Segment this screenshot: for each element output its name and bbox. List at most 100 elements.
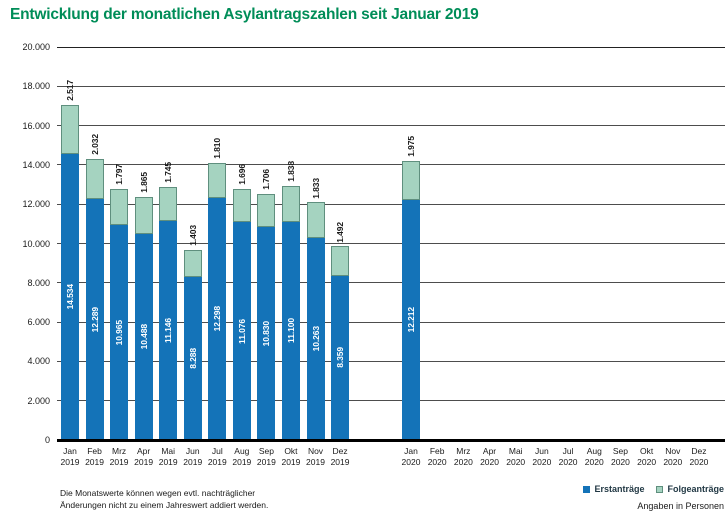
x-label-year: 2020 [480, 457, 499, 468]
x-label-dez-2020: Dez 2020 [682, 446, 716, 468]
bar-erstantraege-apr-2019 [134, 233, 153, 440]
x-label-year: 2020 [453, 457, 473, 468]
x-label-year: 2019 [109, 457, 129, 468]
gridline-16.000 [57, 125, 725, 127]
footnote-line-2: Änderungen nicht zu einem Jahreswert add… [60, 499, 269, 510]
gridline-6.000 [57, 321, 725, 323]
bar-value-folgeantraege-nov-2019: 1.833 [307, 178, 325, 199]
x-label-year: 2020 [637, 457, 657, 468]
bar-total-label: 1.706 [261, 168, 272, 190]
bar-folgeantraege-jun-2019 [183, 249, 202, 278]
bar-total-label: 1.745 [163, 161, 174, 183]
x-label-year: 2019 [306, 457, 325, 468]
x-label-nov-2019: Nov 2019 [299, 446, 333, 468]
bar-erstantraege-sep-2019 [257, 227, 276, 440]
x-label-year: 2020 [506, 457, 526, 468]
y-axis-label-12.000: 12.000 [22, 199, 50, 210]
bar-value-folgeantraege-sep-2019: 1.706 [257, 169, 275, 190]
y-axis-label-16.000: 16.000 [22, 120, 50, 131]
bar-erstantraege-jun-2019 [183, 277, 202, 440]
x-label-year: 2019 [256, 457, 276, 468]
bar-total-label: 2.517 [65, 80, 75, 101]
x-label-year: 2019 [232, 457, 252, 468]
x-label-month: Aug [234, 446, 250, 456]
footnote: Die Monatswerte können wegen evtl. nacht… [60, 488, 268, 512]
bar-erstantraege-dez-2019 [331, 275, 350, 440]
bar-folgeantraege-feb-2019 [85, 158, 104, 199]
bar-erstantraege-jan-2020 [402, 200, 420, 440]
x-label-jul-2019: Jul 2019 [200, 446, 234, 468]
x-label-month: Nov [665, 446, 681, 456]
bar-value-folgeantraege-feb-2019: 2.032 [86, 134, 104, 155]
bar-folgeantraege-mrz-2019 [110, 189, 129, 225]
gridline-14.000 [57, 164, 725, 166]
bar-folgeantraege-apr-2019 [134, 197, 153, 234]
x-axis-line [57, 439, 725, 442]
x-label-nov-2020: Nov 2020 [656, 446, 690, 468]
x-label-year: 2020 [558, 457, 578, 468]
x-label-month: Apr [482, 446, 497, 456]
x-label-year: 2020 [584, 457, 604, 468]
bar-total-label: 1.838 [285, 161, 296, 182]
bar-total-label: 1.975 [406, 136, 416, 158]
y-axis-label-20.000: 20.000 [22, 42, 50, 52]
bar-value-folgeantraege-okt-2019: 1.838 [282, 161, 300, 182]
x-label-year: 2019 [60, 457, 80, 468]
bar-folgeantraege-aug-2019 [232, 189, 251, 223]
x-label-year: 2020 [401, 457, 421, 468]
gridline-4.000 [57, 360, 725, 362]
x-label-jun-2019: Jun 2019 [176, 446, 210, 468]
x-label-aug-2019: Aug 2019 [225, 446, 259, 468]
y-axis-label-14.000: 14.000 [22, 159, 50, 170]
bar-folgeantraege-mai-2019 [159, 186, 178, 221]
x-label-month: Okt [284, 446, 298, 456]
x-label-month: Sep [612, 446, 628, 456]
x-label-year: 2019 [158, 457, 178, 468]
x-label-month: Mai [161, 446, 176, 456]
bar-folgeantraege-jul-2019 [208, 162, 227, 199]
footnote-line-1: Die Monatswerte können wegen evtl. nacht… [60, 488, 256, 498]
bar-total-label: 1.797 [114, 164, 125, 186]
x-label-month: Jan [404, 446, 418, 456]
x-label-month: Jan [63, 446, 77, 456]
x-label-month: Mrz [456, 446, 471, 456]
x-label-month: Jul [211, 446, 223, 456]
bar-erstantraege-nov-2019 [306, 238, 325, 440]
bar-total-label: 1.810 [212, 138, 223, 159]
x-label-jan-2019: Jan 2019 [53, 446, 87, 468]
legend-label-erstantraege: Erstanträge [594, 484, 645, 494]
x-label-apr-2020: Apr 2020 [473, 446, 507, 468]
y-axis-label-2.000: 2.000 [27, 395, 50, 406]
x-label-month: Jun [185, 446, 200, 456]
units-note: Angaben in Personen [637, 501, 724, 511]
x-label-feb-2019: Feb 2019 [78, 446, 112, 468]
gridline-8.000 [57, 282, 725, 284]
bar-value-folgeantraege-mrz-2019: 1.797 [110, 164, 128, 185]
y-axis-label-8.000: 8.000 [27, 277, 50, 288]
x-label-year: 2019 [281, 457, 301, 468]
bar-erstantraege-feb-2019 [85, 198, 104, 440]
x-label-sep-2020: Sep 2020 [603, 446, 637, 468]
bar-folgeantraege-jan-2019 [61, 104, 79, 155]
legend-item-folgeantraege: Folgeanträge [656, 484, 724, 494]
bar-value-folgeantraege-dez-2019: 1.492 [331, 222, 349, 243]
bar-folgeantraege-okt-2019 [281, 185, 300, 222]
bar-value-folgeantraege-jan-2019: 2.517 [61, 80, 79, 101]
x-label-month: Jun [535, 446, 549, 456]
gridline-20.000 [57, 46, 725, 48]
bar-value-folgeantraege-jun-2019: 1.403 [184, 225, 202, 246]
bar-total-label: 1.403 [187, 224, 198, 246]
legend-label-folgeantraege: Folgeanträge [667, 484, 724, 494]
x-label-okt-2020: Okt 2020 [630, 446, 664, 468]
x-label-feb-2020: Feb 2020 [420, 446, 454, 468]
bar-erstantraege-aug-2019 [232, 222, 251, 440]
bar-folgeantraege-dez-2019 [331, 246, 350, 276]
bar-erstantraege-jul-2019 [208, 198, 227, 440]
bar-erstantraege-okt-2019 [281, 221, 300, 440]
erstantraege-swatch-icon [583, 485, 591, 493]
bar-total-label: 1.492 [335, 221, 346, 243]
bar-total-label: 1.833 [310, 177, 321, 199]
x-label-mrz-2020: Mrz 2020 [446, 446, 480, 468]
plot-area: 0 2.000 4.000 6.000 8.000 10.000 12.000 14.000 1… [22, 42, 725, 467]
